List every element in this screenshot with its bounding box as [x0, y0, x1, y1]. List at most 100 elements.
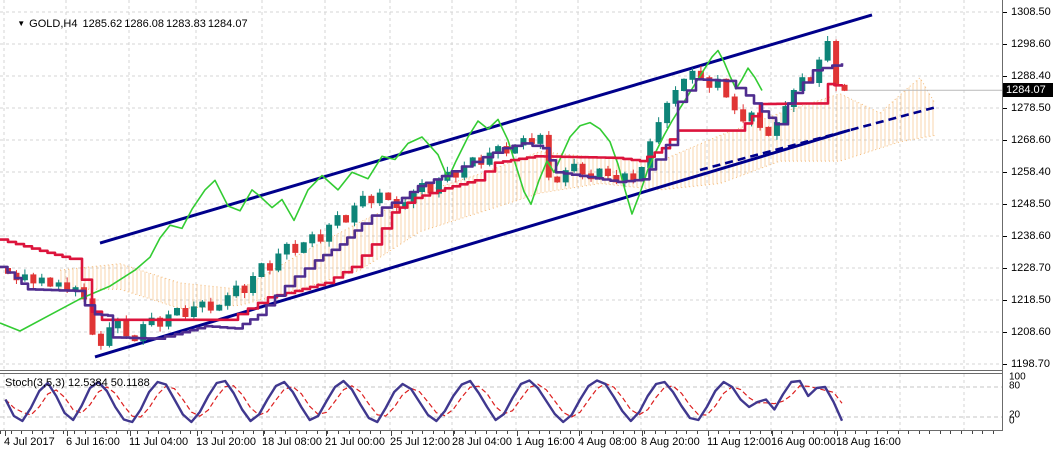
price-tick [1003, 204, 1007, 205]
time-minor-tick [211, 431, 213, 434]
candle [714, 75, 721, 91]
main-chart-canvas[interactable] [0, 0, 1002, 371]
price-tick [1003, 268, 1007, 269]
time-minor-tick [918, 431, 920, 434]
stoch-chart-canvas[interactable] [0, 374, 1002, 430]
pane-separator[interactable] [0, 370, 1003, 374]
time-minor-tick [992, 431, 994, 434]
time-minor-tick [654, 431, 656, 434]
time-minor-tick [232, 431, 234, 434]
time-minor-tick [21, 431, 23, 434]
time-tick-label: 11 Aug 12:00 [707, 436, 772, 448]
price-tick [1003, 108, 1007, 109]
time-minor-tick [285, 431, 287, 434]
tenkan-sen-line [0, 63, 844, 340]
time-tick-label: 13 Jul 20:00 [196, 436, 256, 448]
price-tick [1003, 140, 1007, 141]
time-minor-tick [813, 431, 815, 434]
stoch-scale-label: 100 [1009, 371, 1026, 383]
time-minor-tick [454, 431, 456, 434]
time-minor-tick [380, 431, 382, 434]
time-minor-tick [770, 431, 772, 434]
price-tick-label: 1228.70 [1011, 262, 1051, 274]
time-tick-label: 21 Jul 00:00 [325, 436, 385, 448]
candle [97, 331, 104, 350]
time-minor-tick [126, 431, 128, 434]
time-minor-tick [570, 431, 572, 434]
candle [182, 305, 189, 321]
kijun-sen-line [0, 82, 844, 322]
time-tick-label: 11 Jul 04:00 [129, 436, 189, 448]
time-minor-tick [633, 431, 635, 434]
quote-high: 1286.08 [124, 18, 165, 30]
time-axis[interactable]: 4 Jul 2017 6 Jul 16:00 11 Jul 04:00 13 Jul … [0, 431, 1053, 452]
time-major-tick [453, 431, 454, 436]
candle [309, 231, 316, 248]
quote-close: 1284.07 [207, 18, 248, 30]
candle [283, 242, 290, 260]
candle [376, 188, 383, 206]
price-axis[interactable]: 1284.07 1308.50 1298.60 1288.40 1278.50 1268… [1003, 0, 1053, 431]
time-minor-tick [137, 431, 139, 434]
time-minor-tick [686, 431, 688, 434]
time-minor-tick [10, 431, 12, 434]
price-tick-label: 1238.60 [1011, 230, 1051, 242]
time-minor-tick [834, 431, 836, 434]
price-tick [1003, 236, 1007, 237]
time-minor-tick [792, 431, 793, 434]
time-minor-tick [306, 431, 308, 434]
time-minor-tick [728, 431, 730, 434]
time-minor-tick [433, 431, 434, 434]
candle [351, 202, 358, 227]
time-minor-tick [147, 431, 149, 434]
time-minor-tick [549, 431, 551, 434]
candle [385, 192, 392, 201]
candle [562, 167, 569, 187]
time-minor-tick [950, 431, 952, 434]
time-minor-tick [855, 431, 857, 434]
price-tick [1003, 300, 1007, 301]
candle [689, 68, 696, 84]
time-minor-tick [443, 431, 445, 434]
price-tick-label: 1288.40 [1011, 70, 1051, 82]
time-tick-label: 28 Jul 04:00 [452, 436, 512, 448]
time-minor-tick [939, 431, 941, 434]
price-tick-label: 1278.50 [1011, 102, 1051, 114]
ichimoku-cloud [59, 76, 936, 310]
candle [824, 36, 831, 63]
candle [292, 240, 299, 256]
time-minor-tick [749, 431, 751, 434]
price-tick-label: 1258.40 [1011, 166, 1051, 178]
time-minor-tick [200, 431, 202, 434]
time-tick-label: 6 Jul 16:00 [66, 436, 120, 448]
time-minor-tick [665, 431, 667, 434]
price-tick [1003, 172, 1007, 173]
time-minor-tick [623, 431, 624, 434]
candle [571, 158, 578, 173]
candle [275, 248, 282, 273]
candle [765, 126, 772, 137]
candle [106, 322, 113, 348]
candle [343, 214, 349, 223]
time-minor-tick [464, 431, 466, 434]
time-minor-tick [401, 431, 403, 434]
time-minor-tick [559, 431, 561, 434]
candle [233, 280, 240, 298]
time-minor-tick [179, 431, 181, 434]
price-tick-label: 1198.70 [1011, 358, 1050, 370]
time-minor-tick [369, 431, 371, 434]
time-tick-label: 18 Aug 16:00 [836, 436, 901, 448]
time-minor-tick [31, 431, 33, 434]
price-tick [1003, 332, 1007, 333]
time-minor-tick [169, 431, 170, 434]
price-tick-label: 1308.50 [1011, 6, 1051, 18]
quote-line: ▼ GOLD,H4 1285.62 1286.08 1283.83 1284.07 [5, 6, 250, 42]
candle [647, 138, 654, 172]
time-major-tick [130, 431, 131, 436]
time-major-tick [67, 431, 68, 436]
time-minor-tick [823, 431, 825, 434]
time-minor-tick [242, 431, 244, 434]
time-minor-tick [485, 431, 487, 434]
time-tick-label: 8 Aug 20:00 [641, 436, 700, 448]
